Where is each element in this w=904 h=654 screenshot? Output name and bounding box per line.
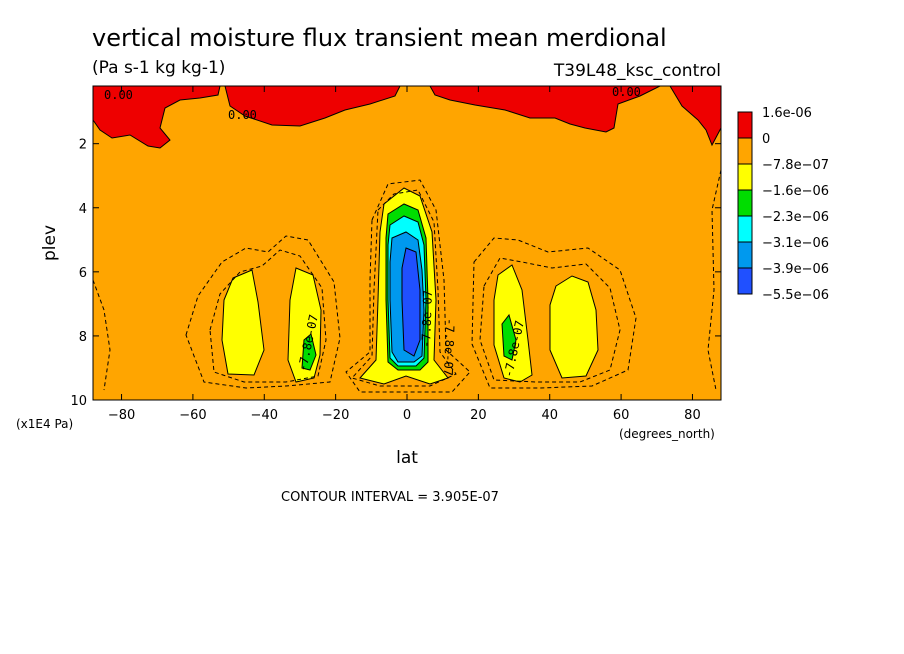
legend-label: −5.5e−06 <box>762 288 829 303</box>
nh-yellow-region <box>549 275 599 379</box>
legend-swatch <box>737 137 753 165</box>
x-axis-label: lat <box>396 448 418 468</box>
legend-swatch <box>737 163 753 191</box>
legend-swatch <box>737 189 753 217</box>
contour-sh-inner <box>209 249 327 383</box>
x-tick-label: 60 <box>613 408 630 423</box>
tropical-dark-blue <box>401 247 421 357</box>
contour-label-0-center: 0.00 <box>228 108 257 122</box>
legend-label: −1.6e−06 <box>762 184 829 199</box>
positive-patch-west <box>93 86 221 149</box>
contour-label-tropics-west: -7.8e-07 <box>419 290 435 348</box>
x-tick-label: −60 <box>179 408 206 423</box>
positive-patch-east <box>669 86 721 147</box>
contour-nh-outer <box>471 237 637 389</box>
y-tick-label: 6 <box>79 266 87 281</box>
legend-swatch <box>737 241 753 269</box>
x-tick-label: −80 <box>108 408 135 423</box>
sh-yellow-region <box>221 269 265 376</box>
y-tick-label: 10 <box>70 394 87 409</box>
contour-nh-inner <box>479 257 621 383</box>
legend-swatch <box>737 215 753 243</box>
units-subtitle: (Pa s-1 kg kg-1) <box>92 58 225 78</box>
legend-label: −2.3e−06 <box>762 210 829 225</box>
contour-east-edge <box>707 169 721 391</box>
x-tick-label: −20 <box>322 408 349 423</box>
color-legend: 1.6e-06 0 −7.8e−07 −1.6e−06 −2.3e−06 −3.1e−06… <box>737 106 829 303</box>
contour-sh-outer <box>185 235 341 389</box>
x-axis-units: (degrees_north) <box>619 427 715 441</box>
y-axis: 2 4 6 8 10 <box>70 138 721 409</box>
x-tick-label: 0 <box>403 408 411 423</box>
dashed-contours <box>93 169 721 393</box>
x-tick-label: 20 <box>470 408 487 423</box>
y-tick-label: 4 <box>79 202 87 217</box>
legend-swatch <box>737 111 753 139</box>
y-axis-label: plev <box>40 225 60 261</box>
contour-tropical-outer <box>345 179 471 393</box>
legend-label: −3.1e−06 <box>762 236 829 251</box>
contour-label-0-east: 0.00 <box>612 85 641 99</box>
legend-label: −7.8e−07 <box>762 158 829 173</box>
positive-patch-northeast <box>429 86 661 133</box>
x-axis: −80 −60 −40 −20 0 20 40 60 80 <box>108 86 701 423</box>
legend-label: 0 <box>762 132 770 147</box>
x-tick-label: 80 <box>684 408 701 423</box>
x-tick-label: 40 <box>541 408 558 423</box>
contour-tropical-inner <box>351 189 457 387</box>
sh-subtropical-green <box>301 333 317 371</box>
contour-label-0-west: 0.00 <box>104 88 133 102</box>
contour-label-tropics-east: -7.8e-07 <box>441 318 457 376</box>
legend-swatch <box>737 267 753 295</box>
legend-label: −3.9e−06 <box>762 262 829 277</box>
y-tick-label: 8 <box>79 330 87 345</box>
x-tick-label: −40 <box>251 408 278 423</box>
plot-area: 0.00 0.00 0.00 -7.8e-07 -7.8e-07 -7.8e-0… <box>93 85 721 400</box>
contour-interval-note: CONTOUR INTERVAL = 3.905E-07 <box>281 490 499 505</box>
positive-patch-northwest <box>224 86 401 127</box>
chart-title: vertical moisture flux transient mean me… <box>92 24 667 52</box>
contour-west-edge <box>93 279 111 391</box>
legend-label: 1.6e-06 <box>762 106 812 121</box>
y-tick-label: 2 <box>79 138 87 153</box>
run-label: T39L48_ksc_control <box>553 61 721 81</box>
nh-subtropical-green <box>501 313 517 361</box>
y-axis-units: (x1E4 Pa) <box>16 417 73 431</box>
